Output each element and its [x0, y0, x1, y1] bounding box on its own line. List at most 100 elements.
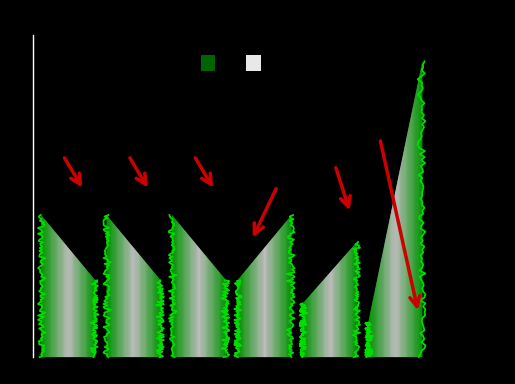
Polygon shape — [209, 260, 210, 357]
Polygon shape — [66, 246, 67, 357]
Polygon shape — [140, 255, 141, 357]
Polygon shape — [211, 262, 212, 357]
Polygon shape — [136, 251, 137, 357]
Polygon shape — [406, 137, 407, 357]
Polygon shape — [194, 242, 195, 357]
Polygon shape — [82, 265, 83, 357]
Polygon shape — [64, 243, 65, 357]
Polygon shape — [89, 273, 90, 357]
Polygon shape — [399, 171, 400, 357]
Polygon shape — [192, 239, 193, 357]
Polygon shape — [175, 219, 176, 357]
Polygon shape — [374, 291, 375, 357]
Polygon shape — [130, 244, 131, 357]
Polygon shape — [330, 272, 331, 357]
Polygon shape — [219, 273, 220, 357]
Polygon shape — [44, 219, 45, 357]
Polygon shape — [259, 253, 260, 357]
Polygon shape — [157, 276, 158, 357]
Polygon shape — [224, 278, 225, 357]
Bar — [246, 55, 261, 71]
Polygon shape — [62, 240, 63, 357]
Polygon shape — [47, 222, 48, 357]
Polygon shape — [256, 257, 257, 357]
Polygon shape — [49, 225, 50, 357]
Polygon shape — [420, 69, 421, 357]
Polygon shape — [48, 223, 49, 357]
Polygon shape — [215, 267, 216, 357]
Polygon shape — [135, 250, 136, 357]
Polygon shape — [385, 239, 386, 357]
Polygon shape — [172, 215, 173, 357]
Polygon shape — [113, 223, 114, 357]
Polygon shape — [305, 300, 306, 357]
Polygon shape — [341, 259, 342, 357]
Polygon shape — [325, 277, 326, 357]
Polygon shape — [380, 263, 381, 357]
Polygon shape — [412, 108, 413, 357]
Polygon shape — [347, 252, 348, 357]
Polygon shape — [214, 266, 215, 357]
Polygon shape — [63, 242, 64, 357]
Polygon shape — [148, 265, 149, 357]
Polygon shape — [119, 231, 120, 357]
Polygon shape — [210, 261, 211, 357]
Polygon shape — [379, 268, 380, 357]
Polygon shape — [288, 218, 289, 357]
Polygon shape — [72, 252, 73, 357]
Polygon shape — [242, 274, 243, 357]
Polygon shape — [281, 227, 282, 357]
Polygon shape — [419, 74, 420, 357]
Polygon shape — [316, 287, 317, 357]
Polygon shape — [41, 215, 42, 357]
Polygon shape — [418, 80, 419, 357]
Polygon shape — [174, 218, 175, 357]
Polygon shape — [197, 246, 198, 357]
Polygon shape — [190, 237, 191, 357]
Polygon shape — [314, 290, 315, 357]
Polygon shape — [180, 225, 181, 357]
Polygon shape — [203, 253, 204, 357]
Polygon shape — [81, 263, 82, 357]
Polygon shape — [408, 127, 409, 357]
Polygon shape — [56, 233, 57, 357]
Polygon shape — [284, 223, 285, 357]
Polygon shape — [79, 261, 80, 357]
Polygon shape — [178, 222, 179, 357]
Polygon shape — [179, 223, 180, 357]
Polygon shape — [378, 273, 379, 357]
Polygon shape — [326, 276, 327, 357]
Polygon shape — [276, 233, 277, 357]
Polygon shape — [335, 266, 336, 357]
Polygon shape — [396, 187, 397, 357]
Polygon shape — [46, 221, 47, 357]
Polygon shape — [128, 241, 129, 357]
Polygon shape — [150, 268, 151, 357]
Polygon shape — [344, 256, 345, 357]
Polygon shape — [145, 262, 146, 357]
Polygon shape — [52, 228, 53, 357]
Polygon shape — [387, 228, 388, 357]
Polygon shape — [65, 245, 66, 357]
Polygon shape — [409, 121, 410, 357]
Polygon shape — [94, 279, 95, 357]
Polygon shape — [123, 235, 124, 357]
Polygon shape — [251, 263, 252, 357]
Polygon shape — [400, 166, 401, 357]
Polygon shape — [160, 280, 161, 357]
Polygon shape — [287, 220, 288, 357]
Polygon shape — [370, 310, 371, 357]
Polygon shape — [137, 252, 138, 357]
Polygon shape — [368, 320, 369, 357]
Polygon shape — [67, 247, 68, 357]
Polygon shape — [80, 262, 81, 357]
Polygon shape — [225, 279, 226, 357]
Polygon shape — [111, 221, 112, 357]
Polygon shape — [189, 235, 190, 357]
Polygon shape — [68, 248, 69, 357]
Polygon shape — [414, 98, 415, 357]
Polygon shape — [393, 197, 394, 357]
Polygon shape — [154, 273, 156, 357]
Polygon shape — [118, 229, 119, 357]
Polygon shape — [158, 277, 159, 357]
